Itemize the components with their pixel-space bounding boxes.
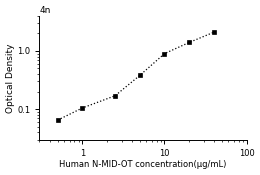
Y-axis label: Optical Density: Optical Density (5, 43, 15, 113)
X-axis label: Human N-MID-OT concentration(μg/mL): Human N-MID-OT concentration(μg/mL) (59, 160, 227, 169)
Text: 4n: 4n (40, 6, 51, 15)
